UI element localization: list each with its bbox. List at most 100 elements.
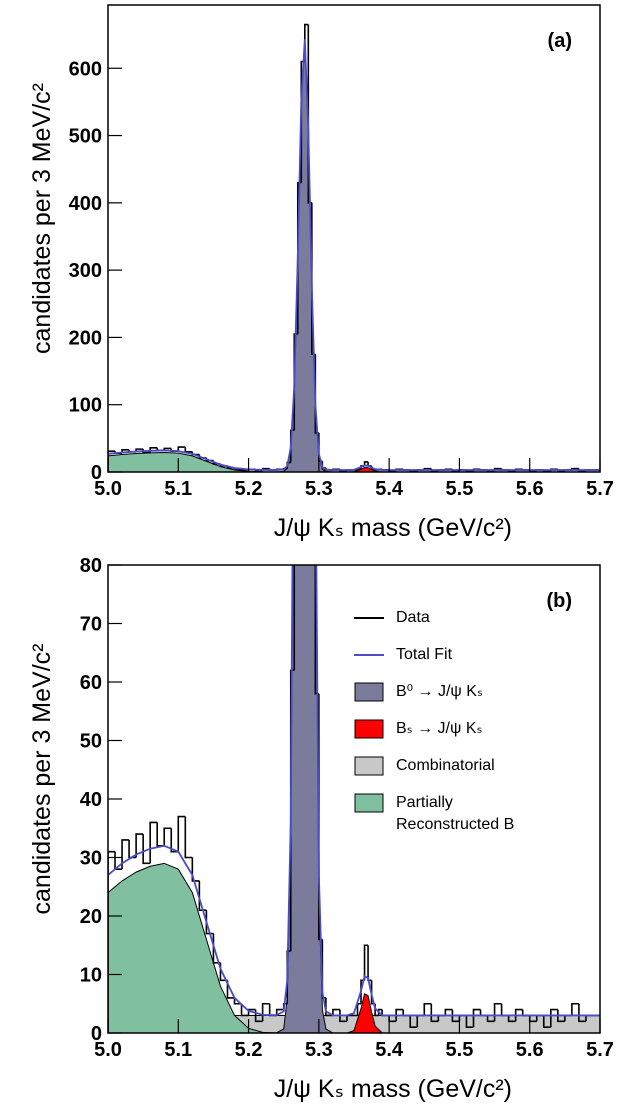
y-tick-label: 50 [80,731,102,753]
data-bin [268,1003,277,1017]
legend-label: B⁰ → J/ψ Kₛ [396,683,483,700]
data-bin [430,1003,439,1023]
data-bin [156,822,165,847]
plot-area [108,565,600,1033]
legend-entry: Data [352,607,532,629]
data-bin [108,850,116,1033]
data-bin [275,1008,284,1016]
x-axis-label: J/ψ Kₛ mass (GeV/c²) [274,1075,512,1103]
y-tick-label: 400 [69,193,102,215]
y-tick-label: 0 [91,1023,102,1045]
plot-area [108,23,600,472]
data-bin [550,1008,558,1028]
x-axis-label: J/ψ Kₛ mass (GeV/c²) [274,514,512,542]
y-tick-label: 200 [69,327,102,349]
legend-symbol [354,793,384,813]
x-tick-label: 5.2 [235,478,263,500]
data-bin [321,939,326,999]
y-tick-label: 70 [80,614,102,636]
legend-label: Combinatorial [396,757,495,774]
data-bin [486,1015,495,1023]
data-bin [500,1003,509,1017]
fit-component-area [108,862,600,1033]
legend-box [354,793,384,813]
panel-label: (a) [548,30,572,52]
x-tick-label: 5.5 [446,478,474,500]
panel-label: (b) [546,590,572,612]
data-bin [363,944,369,981]
legend-label: Data [396,609,430,626]
x-tick-label: 5.1 [164,478,192,500]
x-tick-label: 5.4 [375,478,404,500]
x-tick-label: 5.6 [516,478,544,500]
data-bin [184,447,193,453]
data-bin [423,1002,432,1016]
legend-box [354,756,384,776]
data-bin [542,1015,551,1028]
data-bin [163,827,172,846]
data-bin [191,857,200,882]
data-bin [177,446,186,452]
data-bin [444,1008,453,1016]
x-tick-label: 5.7 [586,478,614,500]
data-bin [121,839,130,870]
total-fit-line [108,565,600,1017]
x-tick-label: 5.2 [235,1039,263,1061]
legend-symbol [354,617,384,619]
data-bin [170,828,179,853]
x-tick-label: 5.0 [94,478,122,500]
data-bin [135,833,144,858]
legend-symbol [354,682,384,702]
legend-symbol [354,719,384,739]
legend-box [354,719,384,739]
y-tick-label: 20 [80,906,102,928]
x-tick-label: 5.6 [516,1039,544,1061]
data-bin [472,1008,481,1028]
legend-entry: Bₛ → J/ψ Kₛ [352,718,532,740]
x-tick-label: 5.4 [375,1039,404,1061]
fit-component-area [108,451,600,472]
y-tick-label: 40 [80,789,102,811]
data-bin [367,945,372,982]
data-bin [205,910,214,935]
x-tick-label: 5.7 [586,1039,614,1061]
legend: Data Total Fit B⁰ → J/ψ Kₛ Bₛ → J/ψ Kₛ Combi… [352,607,532,851]
x-tick-label: 5.3 [305,478,333,500]
y-tick-label: 60 [80,672,102,694]
data-bin [409,1015,418,1028]
frame [107,4,601,473]
x-tick-label: 5.0 [94,1039,122,1061]
data-bin [149,821,158,864]
y-tick-label: 300 [69,260,102,282]
data-bin [451,1009,460,1023]
y-tick-label: 100 [69,395,102,417]
legend-symbol [354,756,384,776]
data-bin [514,1008,523,1022]
data-bin [465,1015,474,1028]
legend-entry: Partially Reconstructed B [352,792,532,836]
legend-label: Partially Reconstructed B [396,794,515,833]
legend-symbol [354,654,384,656]
y-axis-label: candidates per 3 MeV/c² [28,83,56,354]
data-bin [184,816,193,859]
legend-label: Bₛ → J/ψ Kₛ [396,720,483,737]
data-bin [226,980,235,999]
x-tick-label: 5.3 [305,1039,333,1061]
data-bin [325,997,333,1017]
legend-entry: Total Fit [352,644,532,666]
data-bin [198,880,207,911]
total-fit-line [108,39,600,471]
data-bin [332,1008,340,1016]
y-tick-label: 80 [80,555,102,577]
y-tick-label: 0 [91,462,102,484]
y-tick-label: 500 [69,126,102,148]
data-bin [557,1009,565,1023]
data-bin [128,839,137,859]
legend-entry: Combinatorial [352,755,532,777]
data-bin [571,1002,579,1016]
data-bin [142,834,151,865]
data-bin [240,1003,249,1017]
data-bin [339,1009,347,1023]
